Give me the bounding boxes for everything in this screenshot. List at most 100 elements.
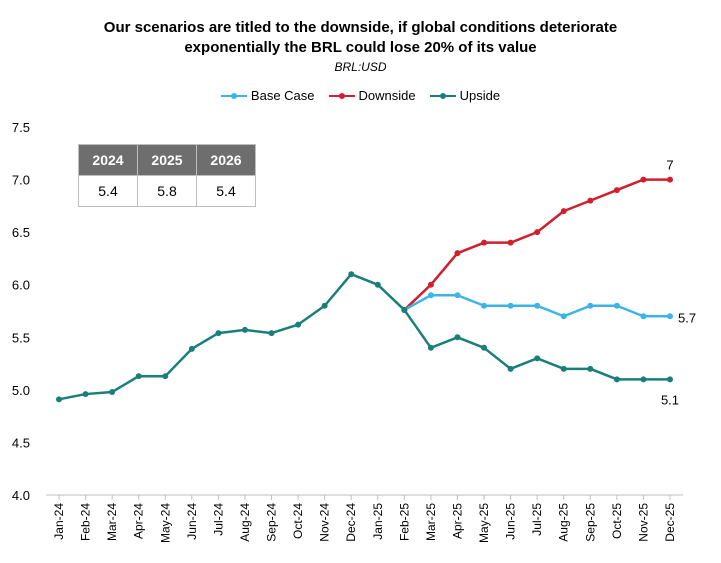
data-point-base-case [667, 313, 673, 320]
data-point-upside [481, 344, 488, 351]
data-point-upside [82, 391, 89, 398]
inset-table-header: 2024 [78, 144, 138, 176]
legend-item-upside: Upside [429, 88, 501, 103]
data-point-upside [454, 334, 461, 341]
y-tick-label: 7.5 [12, 120, 30, 135]
data-point-upside [667, 376, 673, 383]
data-point-downside [587, 197, 594, 204]
x-tick-label: Dec-25 [663, 503, 677, 542]
data-point-upside [348, 271, 355, 278]
data-point-upside [162, 373, 169, 380]
data-point-downside [454, 250, 461, 257]
data-point-downside [481, 239, 488, 246]
inset-table-header-row: 2024 2025 2026 [78, 144, 256, 176]
data-point-upside [295, 321, 302, 328]
data-point-upside [401, 306, 408, 313]
data-point-base-case [481, 302, 488, 309]
legend-label-base-case: Base Case [250, 88, 315, 103]
x-tick-label: Apr-25 [450, 503, 464, 539]
series-line-downside [403, 178, 670, 311]
data-point-base-case [534, 302, 541, 309]
inset-table-header: 2026 [196, 144, 256, 176]
x-tick-label: Feb-25 [397, 503, 411, 541]
data-point-base-case [587, 302, 594, 309]
y-tick-label: 7.0 [12, 173, 30, 188]
x-tick-label: Apr-24 [132, 503, 146, 539]
x-tick-label: Jan-24 [52, 503, 66, 540]
data-point-base-case [613, 302, 620, 309]
inset-table-header: 2025 [137, 144, 197, 176]
x-tick-label: Sep-24 [265, 503, 279, 542]
x-tick-label: Jun-25 [504, 503, 518, 540]
x-tick-label: May-25 [477, 503, 491, 543]
x-tick-label: Jul-25 [530, 503, 544, 536]
data-point-upside [587, 365, 594, 372]
end-label-base-case: 5.7 [678, 310, 696, 325]
inset-table-value: 5.4 [196, 175, 256, 207]
legend-swatch-upside [429, 90, 456, 102]
data-point-downside [613, 187, 620, 194]
data-point-upside [321, 302, 328, 309]
data-point-upside [534, 355, 541, 362]
data-point-downside [427, 281, 434, 288]
legend-label-upside: Upside [459, 88, 501, 103]
x-tick-label: Jun-24 [185, 503, 199, 540]
inset-table-value-row: 5.4 5.8 5.4 [78, 175, 256, 207]
chart-title-line-1: Our scenarios are titled to the downside… [103, 19, 618, 36]
x-tick-label: Nov-25 [636, 503, 650, 542]
x-tick-label: Mar-24 [105, 503, 119, 541]
data-point-upside [427, 344, 434, 351]
data-point-downside [507, 239, 514, 246]
data-point-downside [667, 176, 673, 183]
data-point-upside [241, 326, 248, 333]
data-point-base-case [507, 302, 514, 309]
end-label-upside: 5.1 [661, 392, 679, 407]
x-tick-label: Nov-24 [318, 503, 332, 542]
y-tick-label: 6.0 [12, 278, 30, 293]
data-point-upside [135, 373, 142, 380]
legend-label-downside: Downside [358, 88, 416, 103]
data-point-upside [507, 365, 514, 372]
x-tick-label: Feb-24 [79, 503, 93, 541]
x-tick-label: May-24 [158, 503, 172, 543]
data-point-base-case [454, 292, 461, 299]
data-point-upside [56, 396, 62, 403]
chart-subtitle: BRL:USD [334, 60, 387, 74]
x-tick-label: Oct-24 [291, 503, 305, 539]
legend-swatch-base-case [220, 90, 247, 102]
data-point-upside [374, 281, 381, 288]
y-tick-label: 4.5 [12, 435, 30, 450]
legend-swatch-downside [328, 90, 355, 102]
legend-item-downside: Downside [328, 88, 416, 103]
x-tick-label: Dec-24 [344, 503, 358, 542]
x-tick-label: Mar-25 [424, 503, 438, 541]
data-point-upside [640, 376, 647, 383]
series-line-upside [58, 272, 670, 401]
data-point-upside [109, 388, 116, 395]
x-tick-label: Jul-24 [211, 503, 225, 536]
chart-title: Our scenarios are titled to the downside… [0, 18, 721, 58]
x-tick-label: Sep-25 [583, 503, 597, 542]
y-tick-label: 5.0 [12, 383, 30, 398]
data-point-base-case [560, 313, 567, 320]
x-tick-label: Jan-25 [371, 503, 385, 540]
x-tick-label: Aug-24 [238, 503, 252, 542]
data-point-downside [560, 208, 567, 215]
inset-year-table: 2024 2025 2026 5.4 5.8 5.4 [78, 144, 256, 207]
data-point-downside [640, 176, 647, 183]
y-tick-label: 4.0 [12, 488, 30, 503]
y-tick-label: 5.5 [12, 330, 30, 345]
inset-table-value: 5.8 [137, 175, 197, 207]
end-label-downside: 7 [666, 158, 673, 173]
data-point-upside [613, 376, 620, 383]
chart-title-line-2: exponentially the BRL could lose 20% of … [184, 39, 537, 56]
data-point-upside [188, 345, 195, 352]
x-tick-label: Oct-25 [610, 503, 624, 539]
data-point-upside [560, 365, 567, 372]
data-point-upside [268, 330, 275, 337]
data-point-base-case [640, 313, 647, 320]
data-point-upside [215, 330, 222, 337]
y-tick-label: 6.5 [12, 225, 30, 240]
x-tick-label: Aug-25 [557, 503, 571, 542]
